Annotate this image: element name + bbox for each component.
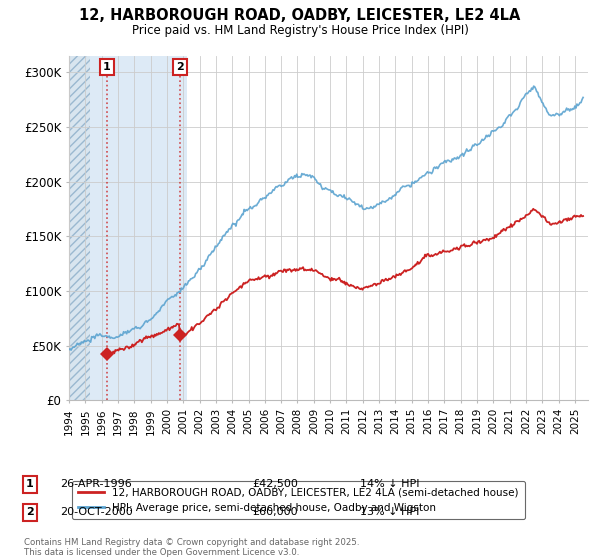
Text: 2: 2	[176, 62, 184, 72]
Text: 26-APR-1996: 26-APR-1996	[60, 479, 132, 489]
Text: £60,000: £60,000	[252, 507, 298, 517]
Text: Price paid vs. HM Land Registry's House Price Index (HPI): Price paid vs. HM Land Registry's House …	[131, 24, 469, 36]
Text: 1: 1	[26, 479, 34, 489]
Text: Contains HM Land Registry data © Crown copyright and database right 2025.
This d: Contains HM Land Registry data © Crown c…	[24, 538, 359, 557]
Text: 12, HARBOROUGH ROAD, OADBY, LEICESTER, LE2 4LA: 12, HARBOROUGH ROAD, OADBY, LEICESTER, L…	[79, 8, 521, 24]
Text: 13% ↓ HPI: 13% ↓ HPI	[360, 507, 419, 517]
Text: 14% ↓ HPI: 14% ↓ HPI	[360, 479, 419, 489]
Text: 1: 1	[103, 62, 111, 72]
Text: £42,500: £42,500	[252, 479, 298, 489]
Legend: 12, HARBOROUGH ROAD, OADBY, LEICESTER, LE2 4LA (semi-detached house), HPI: Avera: 12, HARBOROUGH ROAD, OADBY, LEICESTER, L…	[71, 482, 525, 519]
Text: 2: 2	[26, 507, 34, 517]
Text: 20-OCT-2000: 20-OCT-2000	[60, 507, 133, 517]
Bar	[69, 56, 90, 400]
